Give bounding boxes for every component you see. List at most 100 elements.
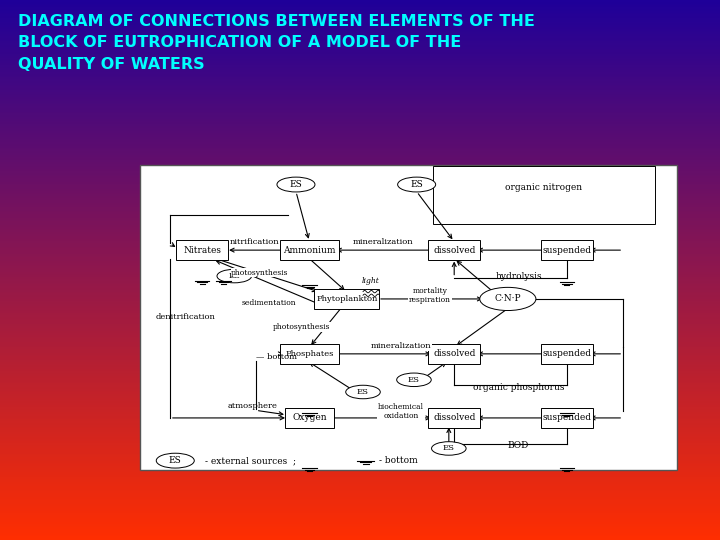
Text: ES: ES <box>289 180 302 189</box>
Bar <box>0 279 720 281</box>
Bar <box>0 373 720 374</box>
Bar <box>0 353 720 355</box>
FancyBboxPatch shape <box>541 408 593 428</box>
Bar <box>0 277 720 279</box>
Bar <box>0 194 720 196</box>
Bar <box>0 193 720 194</box>
Bar <box>0 248 720 250</box>
Bar <box>0 385 720 387</box>
Bar <box>0 81 720 83</box>
Bar <box>0 99 720 101</box>
Bar <box>0 140 720 142</box>
Bar <box>0 470 720 471</box>
Bar <box>0 387 720 389</box>
Bar <box>0 344 720 346</box>
Bar <box>0 304 720 306</box>
Bar <box>0 70 720 72</box>
Bar <box>0 204 720 205</box>
Bar <box>0 396 720 398</box>
Bar <box>0 409 720 410</box>
Bar <box>0 191 720 193</box>
Bar <box>0 92 720 93</box>
Text: ES: ES <box>228 272 240 280</box>
Bar <box>0 374 720 376</box>
Bar <box>0 336 720 339</box>
Text: C·N·P: C·N·P <box>495 294 521 303</box>
Bar <box>0 212 720 214</box>
Bar <box>0 430 720 432</box>
Bar <box>0 142 720 144</box>
Bar <box>0 11 720 12</box>
Bar <box>0 56 720 58</box>
Bar <box>0 290 720 292</box>
Bar <box>0 90 720 92</box>
Bar <box>0 349 720 351</box>
Bar <box>0 329 720 331</box>
Bar <box>0 117 720 119</box>
Bar <box>0 178 720 180</box>
Bar <box>0 486 720 488</box>
Bar <box>0 285 720 286</box>
Bar <box>0 223 720 225</box>
Bar <box>0 173 720 174</box>
Bar <box>0 531 720 533</box>
Bar <box>0 528 720 529</box>
Text: denitrification: denitrification <box>156 313 216 321</box>
Bar <box>0 508 720 509</box>
Bar <box>0 63 720 65</box>
Bar <box>0 216 720 218</box>
Bar <box>0 108 720 110</box>
Bar <box>0 515 720 517</box>
Bar <box>0 86 720 88</box>
Bar <box>0 18 720 20</box>
Bar <box>0 254 720 255</box>
Bar <box>0 362 720 363</box>
Bar <box>0 93 720 96</box>
Bar <box>0 9 720 11</box>
Text: suspended: suspended <box>542 414 591 422</box>
Text: BOD: BOD <box>508 441 529 450</box>
Bar <box>0 247 720 248</box>
Bar <box>0 88 720 90</box>
Bar <box>0 128 720 130</box>
Bar <box>0 315 720 317</box>
Bar <box>0 66 720 69</box>
Bar <box>0 444 720 447</box>
Bar <box>0 12 720 15</box>
Bar <box>0 495 720 497</box>
Bar <box>0 389 720 390</box>
Bar <box>0 16 720 18</box>
Text: suspended: suspended <box>542 349 591 359</box>
Bar <box>0 169 720 171</box>
Bar <box>0 126 720 128</box>
Bar <box>0 187 720 189</box>
FancyBboxPatch shape <box>176 240 228 260</box>
Bar <box>0 137 720 139</box>
Bar <box>0 401 720 403</box>
Bar <box>0 85 720 86</box>
FancyBboxPatch shape <box>433 166 655 224</box>
Bar <box>0 32 720 34</box>
Bar <box>0 471 720 474</box>
Bar <box>0 238 720 239</box>
Bar <box>0 282 720 285</box>
Bar <box>0 383 720 385</box>
Bar <box>0 231 720 232</box>
Bar <box>0 135 720 137</box>
Bar <box>0 241 720 243</box>
Bar <box>0 255 720 258</box>
Bar <box>0 380 720 382</box>
Bar <box>0 174 720 177</box>
Bar <box>0 103 720 104</box>
Ellipse shape <box>156 453 194 468</box>
Bar <box>0 428 720 430</box>
Bar <box>0 130 720 131</box>
Bar <box>0 171 720 173</box>
Text: QUALITY OF WATERS: QUALITY OF WATERS <box>18 57 204 72</box>
Bar <box>0 281 720 282</box>
Bar <box>0 302 720 304</box>
Bar <box>0 511 720 513</box>
Bar <box>0 50 720 52</box>
Bar <box>0 131 720 133</box>
Bar <box>0 274 720 275</box>
